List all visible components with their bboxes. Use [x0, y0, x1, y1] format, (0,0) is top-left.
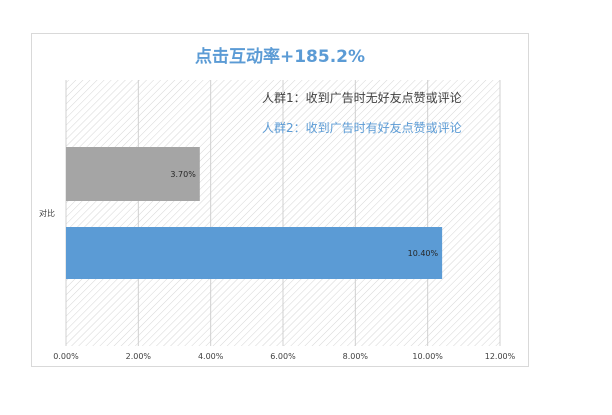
- bars: 3.70% 10.40%: [66, 147, 443, 279]
- x-axis: 0.00% 2.00% 4.00% 6.00% 8.00% 10.00% 12.00%: [53, 352, 515, 361]
- x-tick-label: 12.00%: [485, 352, 516, 361]
- x-tick-label: 10.00%: [412, 352, 443, 361]
- x-tick-label: 6.00%: [270, 352, 296, 361]
- category-label: 对比: [39, 208, 55, 218]
- chart-title: 点击互动率+185.2%: [194, 47, 366, 67]
- gridlines: [65, 80, 501, 346]
- legend-series-1: 人群1：收到广告时无好友点赞或评论: [262, 91, 462, 105]
- data-label-series-2: 10.40%: [408, 249, 439, 258]
- x-tick-label: 0.00%: [53, 352, 79, 361]
- bar-series-1: [66, 147, 200, 201]
- x-tick-label: 2.00%: [126, 352, 152, 361]
- x-tick-label: 4.00%: [198, 352, 224, 361]
- bar-series-2: [66, 227, 443, 279]
- data-label-series-1: 3.70%: [170, 170, 196, 179]
- legend-series-2: 人群2：收到广告时有好友点赞或评论: [262, 121, 462, 135]
- x-tick-label: 8.00%: [343, 352, 369, 361]
